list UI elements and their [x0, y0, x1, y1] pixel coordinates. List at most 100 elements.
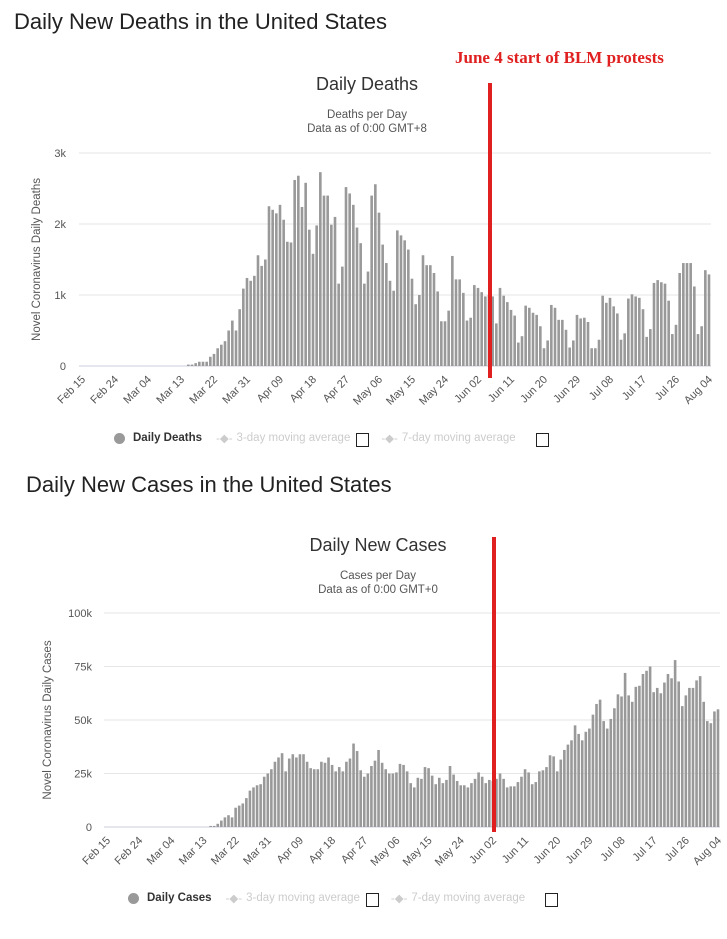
bar[interactable] [201, 361, 205, 366]
bar[interactable] [630, 294, 634, 366]
bar[interactable] [652, 282, 656, 366]
bar[interactable] [366, 773, 370, 828]
bar[interactable] [652, 692, 655, 827]
bar[interactable] [548, 755, 552, 827]
bar[interactable] [275, 213, 278, 366]
bar[interactable] [416, 777, 420, 827]
bar[interactable] [542, 348, 546, 366]
bar[interactable] [273, 761, 277, 827]
bar[interactable] [443, 321, 447, 366]
bar[interactable] [670, 678, 673, 827]
bar[interactable] [320, 761, 323, 827]
bar[interactable] [454, 279, 458, 366]
bar[interactable] [682, 263, 685, 366]
bar[interactable] [466, 787, 470, 827]
bar[interactable] [278, 204, 282, 366]
bar[interactable] [553, 307, 557, 366]
bar[interactable] [337, 283, 340, 366]
bar[interactable] [609, 718, 613, 827]
bar[interactable] [566, 744, 570, 827]
bar[interactable] [300, 206, 304, 366]
bar[interactable] [425, 265, 428, 366]
bar[interactable] [502, 778, 505, 827]
bar[interactable] [513, 315, 516, 366]
bar[interactable] [623, 672, 627, 827]
bar[interactable] [231, 320, 234, 366]
bar[interactable] [491, 296, 494, 366]
bar[interactable] [509, 786, 513, 827]
bar[interactable] [391, 773, 395, 828]
bar[interactable] [680, 706, 684, 827]
bar[interactable] [655, 687, 659, 827]
bar[interactable] [352, 743, 355, 827]
bar[interactable] [334, 771, 337, 827]
bar[interactable] [309, 768, 312, 827]
bar[interactable] [249, 280, 252, 366]
bar[interactable] [616, 313, 619, 366]
bar[interactable] [205, 361, 208, 366]
bar[interactable] [495, 323, 498, 366]
bar[interactable] [440, 321, 443, 366]
bar[interactable] [209, 356, 212, 366]
bar[interactable] [583, 317, 586, 366]
bar[interactable] [570, 740, 573, 827]
bar[interactable] [409, 783, 413, 827]
bar[interactable] [209, 825, 212, 827]
bar[interactable] [267, 206, 271, 366]
bar[interactable] [319, 172, 322, 366]
bar[interactable] [455, 780, 459, 827]
bar[interactable] [241, 803, 245, 827]
bar[interactable] [414, 304, 417, 366]
bar[interactable] [641, 309, 645, 366]
bar[interactable] [216, 823, 220, 827]
legend-7day-average[interactable]: 7-day moving average [411, 892, 526, 904]
bar[interactable] [362, 776, 366, 827]
bar[interactable] [359, 770, 362, 827]
bar[interactable] [509, 309, 513, 366]
bar[interactable] [220, 820, 223, 827]
bar[interactable] [315, 225, 318, 366]
bar[interactable] [523, 769, 527, 827]
bar[interactable] [702, 701, 706, 827]
bar[interactable] [602, 721, 605, 827]
bar[interactable] [384, 769, 388, 827]
bar[interactable] [238, 309, 241, 366]
bar[interactable] [341, 771, 345, 827]
bar[interactable] [194, 363, 197, 366]
bar[interactable] [597, 339, 601, 366]
bar[interactable] [352, 204, 355, 366]
bar[interactable] [627, 298, 630, 366]
bar[interactable] [663, 283, 667, 366]
bar[interactable] [429, 265, 432, 366]
bar[interactable] [234, 807, 237, 827]
bar[interactable] [380, 762, 384, 827]
bar[interactable] [282, 219, 285, 366]
bar[interactable] [323, 762, 327, 827]
bar[interactable] [550, 304, 553, 366]
bar[interactable] [399, 235, 403, 366]
bar[interactable] [586, 321, 590, 366]
bar[interactable] [377, 749, 380, 827]
bar[interactable] [377, 212, 381, 366]
bar[interactable] [407, 249, 410, 366]
bar[interactable] [648, 666, 652, 828]
bar[interactable] [333, 216, 337, 366]
bar[interactable] [256, 255, 260, 366]
bar[interactable] [561, 319, 564, 366]
bar[interactable] [572, 340, 575, 366]
bar[interactable] [524, 305, 527, 366]
bar[interactable] [700, 326, 703, 366]
bar[interactable] [564, 329, 568, 366]
bar[interactable] [366, 271, 370, 366]
bar[interactable] [359, 243, 362, 366]
bar[interactable] [423, 767, 427, 827]
bar[interactable] [266, 773, 270, 828]
bar[interactable] [535, 314, 538, 366]
bar[interactable] [595, 703, 598, 827]
bar[interactable] [659, 693, 663, 827]
bar[interactable] [337, 767, 341, 827]
bar[interactable] [557, 319, 560, 366]
bar[interactable] [311, 253, 315, 366]
bar[interactable] [216, 348, 219, 366]
bar[interactable] [459, 785, 463, 827]
